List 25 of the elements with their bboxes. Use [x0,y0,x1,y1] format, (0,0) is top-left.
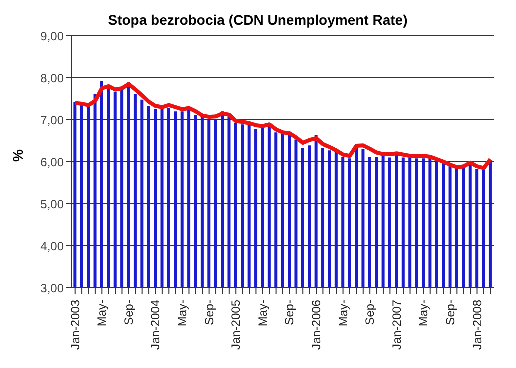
y-tick-label: 3,00 [40,281,64,296]
x-tick-label: May- [416,300,431,327]
x-tick-label: Sep- [122,300,136,326]
y-tick-label: 6,00 [40,155,64,170]
x-tick-label: May- [95,300,110,327]
y-axis-title: % [10,149,26,162]
x-tick-label: Jan-2006 [309,300,324,350]
y-tick-label: 7,00 [40,113,64,128]
y-tick-label: 9,00 [40,29,64,44]
x-tick-label: Sep- [363,300,378,326]
y-tick-label: 4,00 [40,239,64,254]
x-tick-label: Jan-2003 [68,300,82,350]
x-tick-label: Jan-2004 [148,300,163,350]
y-tick-label: 8,00 [40,71,64,86]
chart-title: Stopa bezrobocia (CDN Unemployment Rate) [107,11,409,28]
x-tick-label: May- [176,300,190,327]
y-tick-label: 5,00 [40,197,64,212]
x-tick-label: May- [336,300,350,327]
x-tick-label: Sep- [282,300,297,326]
x-tick-label: Jan-2005 [229,300,244,350]
x-tick-label: Jan-2008 [470,300,484,350]
x-tick-label: Jan-2007 [390,300,404,350]
x-tick-label: Sep- [443,300,458,326]
x-tick-label: May- [256,300,270,327]
x-tick-label: Sep- [202,300,216,326]
